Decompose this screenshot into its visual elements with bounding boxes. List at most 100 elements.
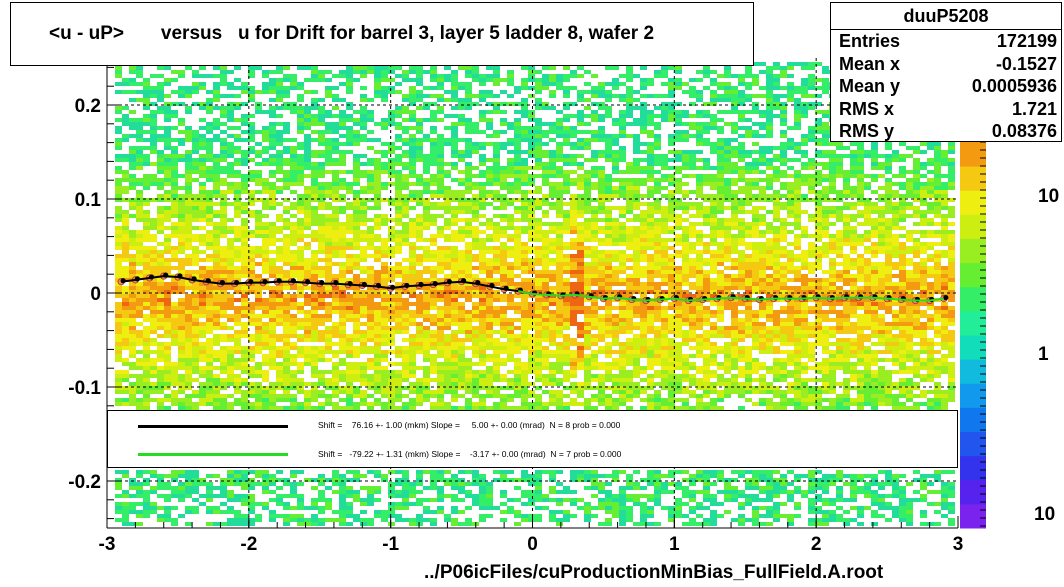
heatmap-cell: [269, 158, 276, 162]
heatmap-cell: [227, 350, 234, 354]
heatmap-cell: [465, 122, 472, 126]
heatmap-cell: [311, 230, 318, 234]
heatmap-cell: [304, 198, 311, 202]
heatmap-cell: [269, 86, 276, 90]
heatmap-cell: [430, 86, 437, 90]
heatmap-cell: [185, 510, 192, 514]
heatmap-cell: [437, 206, 444, 210]
heatmap-cell: [346, 138, 353, 142]
heatmap-cell: [493, 294, 500, 298]
heatmap-cell: [486, 302, 493, 306]
heatmap-cell: [374, 166, 381, 170]
heatmap-cell: [199, 158, 206, 162]
heatmap-cell: [206, 330, 213, 334]
heatmap-cell: [451, 222, 458, 226]
heatmap-cell: [563, 230, 570, 234]
heatmap-cell: [381, 310, 388, 314]
heatmap-cell: [444, 218, 451, 222]
heatmap-cell: [542, 182, 549, 186]
heatmap-cell: [262, 70, 269, 74]
heatmap-cell: [507, 162, 514, 166]
heatmap-cell: [549, 334, 556, 338]
heatmap-cell: [451, 278, 458, 282]
heatmap-cell: [451, 266, 458, 270]
heatmap-cell: [297, 322, 304, 326]
heatmap-cell: [395, 90, 402, 94]
heatmap-cell: [269, 134, 276, 138]
heatmap-cell: [206, 150, 213, 154]
heatmap-cell: [451, 506, 458, 510]
heatmap-cell: [479, 130, 486, 134]
heatmap-cell: [395, 122, 402, 126]
heatmap-cell: [388, 350, 395, 354]
heatmap-cell: [157, 298, 164, 302]
heatmap-cell: [234, 330, 241, 334]
heatmap-cell: [164, 182, 171, 186]
heatmap-cell: [220, 138, 227, 142]
heatmap-cell: [577, 342, 584, 346]
heatmap-cell: [367, 246, 374, 250]
heatmap-cell: [346, 398, 353, 402]
heatmap-cell: [493, 162, 500, 166]
heatmap-cell: [402, 358, 409, 362]
heatmap-cell: [563, 170, 570, 174]
heatmap-cell: [395, 106, 402, 110]
heatmap-cell: [577, 206, 584, 210]
heatmap-cell: [360, 162, 367, 166]
heatmap-cell: [528, 362, 535, 366]
heatmap-cell: [178, 326, 185, 330]
heatmap-cell: [430, 346, 437, 350]
heatmap-cell: [521, 302, 528, 306]
heatmap-cell: [409, 310, 416, 314]
heatmap-cell: [381, 250, 388, 254]
heatmap-cell: [290, 166, 297, 170]
heatmap-cell: [528, 190, 535, 194]
heatmap-cell: [388, 90, 395, 94]
heatmap-cell: [542, 86, 549, 90]
heatmap-cell: [115, 218, 122, 222]
heatmap-cell: [521, 134, 528, 138]
heatmap-cell: [318, 250, 325, 254]
heatmap-cell: [290, 226, 297, 230]
heatmap-cell: [577, 402, 584, 406]
heatmap-cell: [563, 298, 570, 302]
heatmap-cell: [444, 482, 451, 486]
heatmap-cell: [248, 358, 255, 362]
heatmap-cell: [185, 402, 192, 406]
heatmap-cell: [451, 310, 458, 314]
heatmap-cell: [528, 178, 535, 182]
heatmap-cell: [304, 154, 311, 158]
heatmap-cell: [486, 386, 493, 390]
heatmap-cell: [451, 350, 458, 354]
heatmap-cell: [122, 322, 129, 326]
heatmap-cell: [493, 258, 500, 262]
heatmap-cell: [213, 210, 220, 214]
heatmap-cell: [269, 122, 276, 126]
heatmap-cell: [269, 250, 276, 254]
heatmap-cell: [486, 262, 493, 266]
heatmap-cell: [157, 302, 164, 306]
heatmap-cell: [381, 342, 388, 346]
heatmap-cell: [549, 390, 556, 394]
heatmap-cell: [213, 154, 220, 158]
heatmap-cell: [185, 306, 192, 310]
heatmap-cell: [521, 102, 528, 106]
heatmap-cell: [563, 66, 570, 70]
heatmap-cell: [486, 298, 493, 302]
heatmap-cell: [220, 366, 227, 370]
heatmap-cell: [458, 138, 465, 142]
heatmap-cell: [535, 394, 542, 398]
heatmap-cell: [234, 274, 241, 278]
heatmap-cell: [157, 406, 164, 410]
heatmap-cell: [255, 406, 262, 410]
heatmap-cell: [192, 218, 199, 222]
heatmap-cell: [472, 186, 479, 190]
heatmap-cell: [311, 366, 318, 370]
heatmap-cell: [206, 98, 213, 102]
heatmap-cell: [150, 270, 157, 274]
heatmap-cell: [500, 142, 507, 146]
heatmap-cell: [493, 174, 500, 178]
heatmap-cell: [283, 390, 290, 394]
heatmap-cell: [241, 270, 248, 274]
heatmap-cell: [199, 106, 206, 110]
